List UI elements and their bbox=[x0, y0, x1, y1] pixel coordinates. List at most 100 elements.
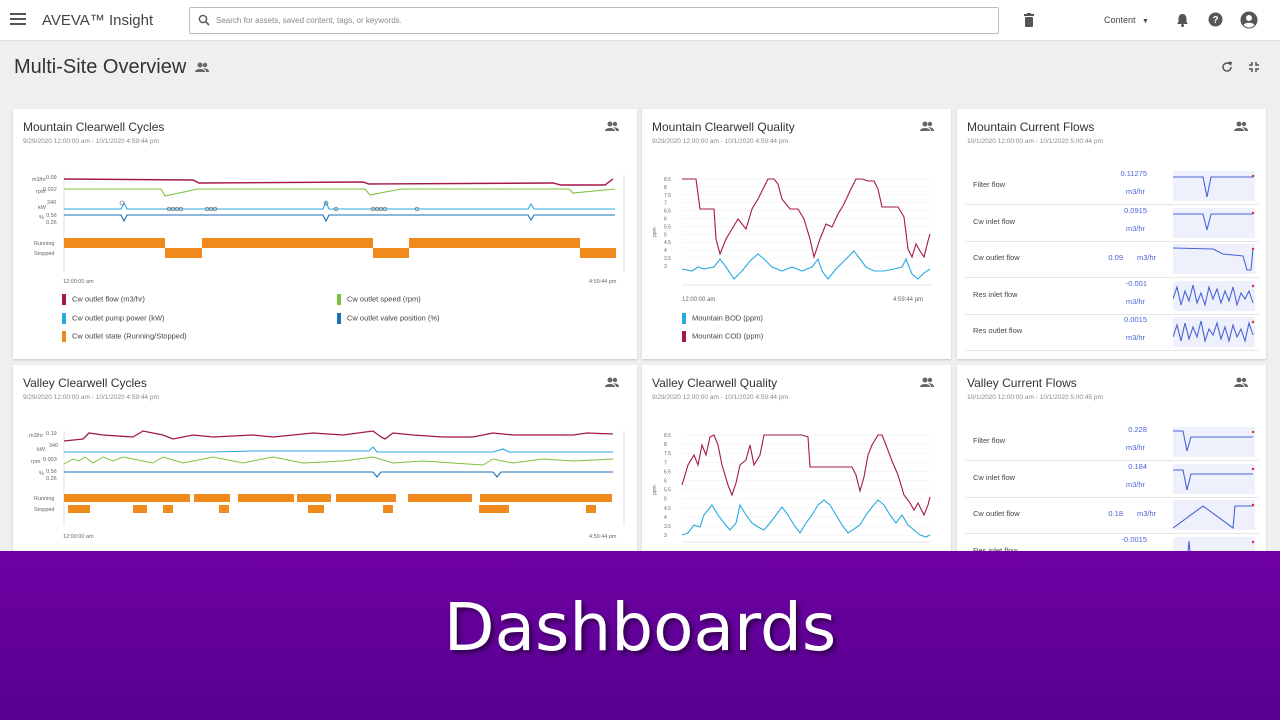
flow-row[interactable]: Res inlet flow -0.001 m3/hr bbox=[965, 277, 1259, 315]
legend-item[interactable]: Cw outlet flow (m3/hr) bbox=[62, 294, 145, 305]
shared-icon[interactable] bbox=[920, 377, 934, 387]
state-label: Stopped bbox=[34, 507, 55, 513]
flow-value: -0.0015 bbox=[1121, 534, 1147, 544]
legend-item[interactable]: Mountain BOD (ppm) bbox=[682, 313, 763, 324]
state-label: Running bbox=[34, 241, 55, 247]
flow-name: Filter flow bbox=[973, 180, 1006, 189]
y-axis-label: ppm bbox=[652, 227, 658, 237]
y-tick-label: 6.5 bbox=[664, 209, 671, 215]
shared-icon[interactable] bbox=[605, 121, 619, 131]
y-tick-label: 6 bbox=[664, 217, 667, 223]
y-value-label: 0.09 bbox=[46, 175, 57, 181]
shared-icon[interactable] bbox=[1234, 121, 1248, 131]
content-dropdown[interactable]: Content ▼ bbox=[1104, 15, 1149, 25]
card-date-range: 9/29/2020 12:00:00 am - 10/1/2020 4:59:4… bbox=[652, 394, 788, 401]
top-bar: AVEVA™ Insight Content ▼ ? bbox=[0, 0, 1280, 41]
bell-icon[interactable] bbox=[1176, 13, 1189, 27]
shared-icon[interactable] bbox=[605, 377, 619, 387]
flow-name: Cw outlet flow bbox=[973, 509, 1020, 518]
legend-item[interactable]: Cw outlet speed (rpm) bbox=[337, 294, 421, 305]
flow-row[interactable]: Cw outlet flow 0.09 m3/hr bbox=[965, 240, 1259, 278]
card-title: Mountain Current Flows bbox=[967, 120, 1095, 134]
flow-name: Res inlet flow bbox=[973, 289, 1018, 299]
flow-row[interactable]: Cw inlet flow 0.184 m3/hr bbox=[965, 460, 1259, 498]
hamburger-menu-icon[interactable] bbox=[10, 13, 26, 27]
state-label: Running bbox=[34, 496, 55, 502]
search-input[interactable] bbox=[216, 11, 976, 30]
flow-row[interactable]: Filter flow 0.11275 m3/hr bbox=[965, 167, 1259, 205]
flow-name: Cw inlet flow bbox=[973, 216, 1016, 226]
y-unit-label: kW bbox=[37, 447, 46, 453]
flow-unit: m3/hr bbox=[1125, 296, 1145, 306]
account-icon[interactable] bbox=[1240, 11, 1258, 29]
help-icon[interactable]: ? bbox=[1208, 12, 1223, 27]
y-tick-label: 3.5 bbox=[664, 256, 671, 262]
legend-item[interactable]: Mountain COD (ppm) bbox=[682, 331, 763, 342]
flow-row[interactable]: Res outlet flow 0.0015 m3/hr bbox=[965, 313, 1259, 351]
flow-value: 0.09 bbox=[1108, 253, 1123, 262]
flow-value: 0.0015 bbox=[1124, 315, 1147, 324]
card-title: Mountain Clearwell Quality bbox=[652, 120, 795, 134]
sparkline bbox=[1173, 207, 1255, 238]
y-tick-label: 8 bbox=[664, 442, 667, 448]
y-value-label: 240 bbox=[47, 200, 56, 206]
y-tick-label: 3 bbox=[664, 533, 667, 539]
flow-unit: m3/hr bbox=[1125, 187, 1145, 196]
y-tick-label: 6 bbox=[664, 479, 667, 485]
card-date-range: 9/29/2020 12:00:00 am - 10/1/2020 4:59:4… bbox=[652, 138, 788, 145]
x-end-label: 4:59:44 pm bbox=[589, 534, 617, 540]
y-tick-label: 4.5 bbox=[664, 506, 671, 512]
y-unit-label: rpm bbox=[36, 189, 46, 195]
y-unit-label: rpm bbox=[31, 459, 41, 465]
y-tick-label: 3 bbox=[664, 264, 667, 270]
flow-row[interactable]: Cw outlet flow 0.18 m3/hr bbox=[965, 496, 1259, 534]
y-value-label: 0.26 bbox=[46, 220, 57, 226]
flow-row[interactable]: Cw inlet flow 0.0915 m3/hr bbox=[965, 204, 1259, 242]
sparkline bbox=[1173, 171, 1255, 201]
flow-name: Res inlet flow bbox=[973, 545, 1018, 555]
flow-row[interactable]: Filter flow 0.228 m3/hr bbox=[965, 423, 1259, 461]
shared-icon[interactable] bbox=[1234, 377, 1248, 387]
sparkline bbox=[1173, 427, 1255, 457]
y-tick-label: 5 bbox=[664, 497, 667, 503]
y-tick-label: 8 bbox=[664, 185, 667, 191]
legend-item[interactable]: Cw outlet valve position (%) bbox=[337, 313, 440, 324]
y-tick-label: 5.5 bbox=[664, 224, 671, 230]
flow-unit: m3/hr bbox=[1125, 223, 1145, 233]
y-unit-label: m3/hr bbox=[32, 177, 46, 183]
flow-unit: m3/hr bbox=[1125, 479, 1145, 489]
quality-chart: 8.5 8 7.5 7 6.5 6 5.5 5 4.5 4 3.5 3 ppm bbox=[652, 433, 931, 543]
banner-title: Dashboards bbox=[443, 589, 837, 666]
shared-icon[interactable] bbox=[920, 121, 934, 131]
flow-value: 0.18 bbox=[1108, 509, 1123, 518]
y-tick-label: 8.5 bbox=[664, 177, 671, 183]
y-tick-label: 7.5 bbox=[664, 193, 671, 199]
flow-value: 0.0915 bbox=[1124, 205, 1147, 215]
legend-item[interactable]: Cw outlet pump power (kW) bbox=[62, 313, 165, 324]
card-mountain-clearwell-cycles: Mountain Clearwell Cycles 9/29/2020 12:0… bbox=[13, 109, 637, 359]
flow-name: Res outlet flow bbox=[973, 326, 1023, 335]
title-banner: Dashboards bbox=[0, 551, 1280, 720]
card-date-range: 10/1/2020 12:00:00 am - 10/1/2020 5:00:4… bbox=[967, 138, 1103, 145]
search-box[interactable] bbox=[189, 7, 999, 34]
y-unit-label: % bbox=[39, 471, 44, 477]
x-start-label: 12:00:00 am bbox=[63, 534, 94, 540]
flow-unit: m3/hr bbox=[1137, 253, 1157, 262]
legend-item[interactable]: Cw outlet state (Running/Stopped) bbox=[62, 331, 187, 342]
legend-label: Cw outlet valve position (%) bbox=[347, 313, 440, 323]
y-value-label: 0.56 bbox=[46, 469, 57, 475]
collapse-icon[interactable] bbox=[1248, 61, 1260, 73]
sparkline bbox=[1173, 317, 1255, 347]
x-end-label: 4:59:44 pm bbox=[893, 297, 923, 303]
flow-value: -0.001 bbox=[1125, 278, 1147, 288]
flow-value: 0.228 bbox=[1128, 425, 1147, 434]
flow-unit: m3/hr bbox=[1125, 333, 1145, 342]
refresh-icon[interactable] bbox=[1221, 61, 1233, 73]
card-title: Valley Clearwell Cycles bbox=[23, 376, 147, 390]
x-start-label: 12:00:00 am bbox=[682, 297, 715, 303]
y-unit-label: m3/hr bbox=[29, 433, 43, 439]
y-tick-label: 3.5 bbox=[664, 524, 671, 530]
card-title: Valley Clearwell Quality bbox=[652, 376, 778, 390]
y-unit-label: kW bbox=[38, 205, 47, 211]
trash-icon[interactable] bbox=[1024, 13, 1034, 27]
